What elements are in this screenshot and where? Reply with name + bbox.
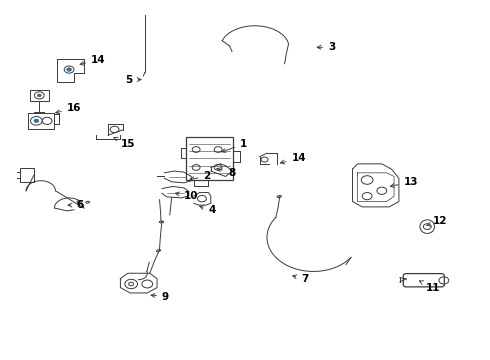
Text: 7: 7 <box>293 274 309 284</box>
Text: 14: 14 <box>280 153 306 164</box>
Text: 2: 2 <box>190 171 211 181</box>
Bar <box>186 137 233 180</box>
Text: 8: 8 <box>217 168 235 178</box>
Text: 3: 3 <box>317 42 335 52</box>
Bar <box>20 168 34 182</box>
Text: 12: 12 <box>427 216 448 226</box>
Text: 16: 16 <box>56 103 81 114</box>
Text: 10: 10 <box>175 191 198 201</box>
Bar <box>27 113 54 129</box>
Text: 6: 6 <box>68 200 84 210</box>
Text: 11: 11 <box>419 281 441 293</box>
Text: 4: 4 <box>200 206 216 216</box>
Circle shape <box>37 94 41 97</box>
Circle shape <box>67 68 72 71</box>
Text: 9: 9 <box>151 292 169 302</box>
Text: 5: 5 <box>125 75 141 85</box>
Bar <box>30 90 49 101</box>
Text: 1: 1 <box>221 139 247 152</box>
Circle shape <box>34 119 39 123</box>
Text: 15: 15 <box>114 138 135 149</box>
Text: 13: 13 <box>391 177 418 188</box>
Text: 14: 14 <box>80 55 106 65</box>
